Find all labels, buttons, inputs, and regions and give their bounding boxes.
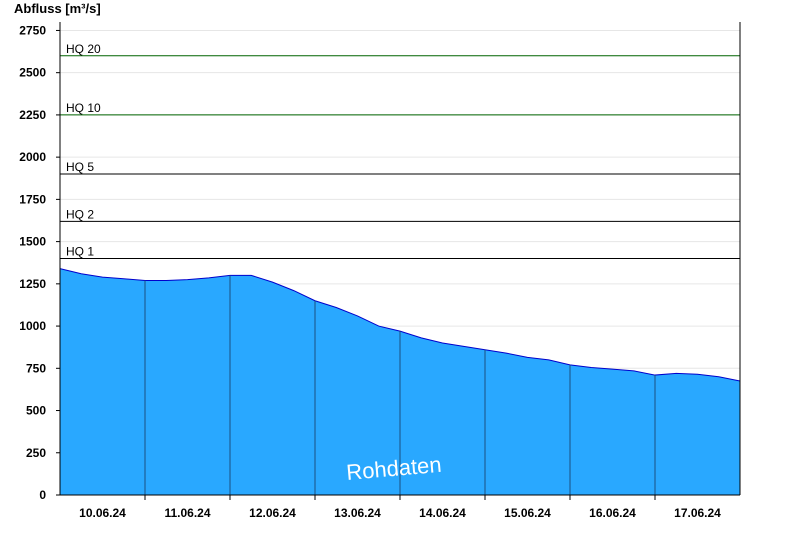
x-tick-label-1: 10.06.24 <box>79 506 126 520</box>
y-tick-label-250: 250 <box>26 446 46 460</box>
threshold-lines: HQ 1 HQ 2 HQ 5 HQ 10 HQ 20 <box>60 42 740 259</box>
threshold-label-4: HQ 10 <box>66 101 101 115</box>
y-tick-label-1250: 1250 <box>19 277 46 291</box>
x-ticks: 10.06.24 11.06.24 12.06.24 13.06.24 14.06.24… <box>79 495 721 520</box>
x-tick-label-6: 15.06.24 <box>504 506 551 520</box>
y-axis-label: Abfluss [m³/s] <box>14 1 101 16</box>
threshold-label-2: HQ 2 <box>66 207 94 221</box>
y-tick-label-1750: 1750 <box>19 192 46 206</box>
y-tick-label-500: 500 <box>26 404 46 418</box>
y-tick-label-2000: 2000 <box>19 150 46 164</box>
x-tick-label-3: 12.06.24 <box>249 506 296 520</box>
y-ticks: 0 250 500 750 1000 1250 1500 1750 2000 2250 2500 27… <box>19 23 60 502</box>
y-tick-label-1000: 1000 <box>19 319 46 333</box>
x-tick-label-8: 17.06.24 <box>674 506 721 520</box>
x-tick-label-5: 14.06.24 <box>419 506 466 520</box>
threshold-label-3: HQ 5 <box>66 160 94 174</box>
y-tick-label-0: 0 <box>39 488 46 502</box>
x-tick-label-7: 16.06.24 <box>589 506 636 520</box>
y-tick-label-2250: 2250 <box>19 108 46 122</box>
y-tick-label-2750: 2750 <box>19 23 46 37</box>
x-tick-label-2: 11.06.24 <box>164 506 210 520</box>
y-tick-label-750: 750 <box>26 361 46 375</box>
y-tick-label-2500: 2500 <box>19 66 46 80</box>
y-tick-label-1500: 1500 <box>19 235 46 249</box>
day-separators <box>144 275 656 495</box>
threshold-label-1: HQ 1 <box>66 245 94 259</box>
x-tick-label-4: 13.06.24 <box>334 506 381 520</box>
threshold-label-5: HQ 20 <box>66 42 101 56</box>
